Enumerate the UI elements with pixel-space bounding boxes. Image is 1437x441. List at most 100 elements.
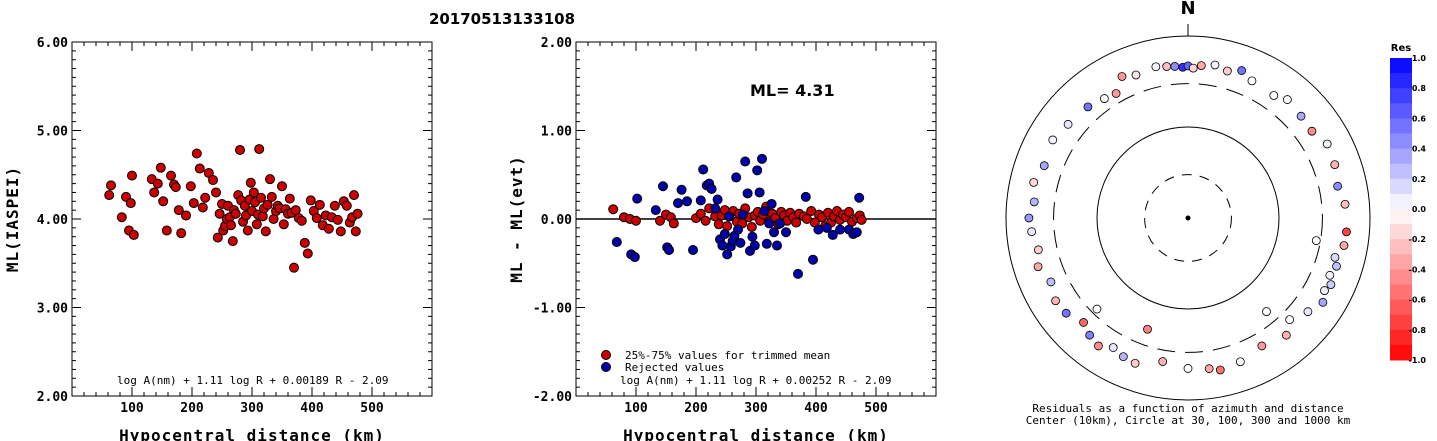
magnitude-vs-distance-panel: 2.00 3.00 4.00 5.00 6.00 100 200 300 400 500 ML(I… bbox=[3, 36, 433, 441]
data-point bbox=[106, 180, 116, 191]
rejected-point bbox=[733, 224, 743, 235]
rejected-point bbox=[759, 206, 770, 217]
station-marker bbox=[1188, 63, 1198, 73]
rejected-point bbox=[676, 184, 687, 195]
data-point bbox=[284, 193, 295, 204]
station-marker bbox=[1257, 341, 1267, 351]
colorbar-tick-label: 0.2 bbox=[1412, 175, 1426, 184]
rejected-point bbox=[673, 198, 683, 209]
colorbar-block bbox=[1390, 178, 1412, 195]
colorbar-block bbox=[1390, 314, 1412, 331]
x-tick-label: 500 bbox=[864, 401, 888, 416]
x-tick-label: 400 bbox=[300, 401, 324, 416]
station-marker bbox=[1215, 365, 1225, 375]
colorbar-tick-label: -0.6 bbox=[1409, 296, 1427, 305]
data-point bbox=[226, 220, 236, 231]
rejected-point bbox=[754, 187, 765, 198]
rejected-point bbox=[650, 205, 661, 216]
data-point bbox=[170, 182, 181, 193]
station-marker bbox=[1339, 241, 1349, 250]
data-point bbox=[152, 178, 163, 189]
station-marker bbox=[1162, 62, 1172, 71]
colorbar-block bbox=[1390, 73, 1412, 89]
station-marker bbox=[1330, 252, 1340, 262]
rejected-point bbox=[632, 193, 643, 204]
legend-marker-rejected bbox=[601, 362, 611, 372]
x-tick-label: 100 bbox=[120, 401, 144, 416]
y-tick-label: 0.00 bbox=[541, 213, 572, 228]
data-point bbox=[211, 187, 221, 198]
station-marker bbox=[1330, 160, 1340, 169]
rejected-point bbox=[682, 196, 692, 207]
x-tick-label: 100 bbox=[624, 401, 648, 416]
station-marker bbox=[1322, 139, 1332, 149]
station-marker bbox=[1237, 66, 1247, 75]
rejected-point bbox=[629, 252, 640, 263]
data-point bbox=[278, 219, 289, 230]
station-marker bbox=[1079, 318, 1088, 327]
rejected-point bbox=[698, 164, 709, 175]
trimmed-mean-point bbox=[791, 217, 802, 228]
station-marker bbox=[1131, 70, 1141, 80]
azimuth-residual-panel: N Residuals as a function of azimuth and… bbox=[1005, 0, 1371, 427]
station-marker bbox=[1296, 111, 1306, 121]
distance-ring bbox=[1053, 83, 1323, 353]
caption-line-2: Center (10km), Circle at 30, 100, 300 an… bbox=[1026, 414, 1351, 427]
data-point bbox=[311, 213, 322, 224]
data-point bbox=[208, 175, 218, 186]
colorbar-tick-label: 0.8 bbox=[1412, 84, 1427, 93]
station-marker bbox=[1033, 245, 1043, 255]
colorbar-block bbox=[1390, 299, 1412, 316]
data-point bbox=[176, 228, 187, 239]
data-point bbox=[289, 262, 299, 273]
colorbar-tick-label: -0.4 bbox=[1409, 265, 1427, 274]
data-point bbox=[305, 195, 316, 206]
colorbar-block bbox=[1390, 344, 1412, 361]
trimmed-mean-point bbox=[856, 214, 867, 225]
rejected-point bbox=[764, 218, 775, 229]
rejected-point bbox=[757, 153, 767, 164]
data-point bbox=[251, 219, 262, 230]
data-point bbox=[254, 144, 265, 155]
data-point bbox=[116, 212, 127, 223]
colorbar-tick-label: -1.0 bbox=[1409, 356, 1427, 365]
station-marker bbox=[1320, 286, 1329, 295]
colorbar-tick-label: 0.6 bbox=[1412, 114, 1427, 123]
colorbar-ticks: 1.0 0.8 0.6 0.4 0.2 0.0 -0.2 -0.4 -0.6 -0.8 -1.0 bbox=[1409, 54, 1427, 365]
rejected-point bbox=[664, 244, 674, 255]
data-point bbox=[323, 223, 334, 234]
station-marker bbox=[1039, 161, 1049, 171]
data-point bbox=[149, 187, 160, 198]
rejected-point bbox=[712, 194, 723, 205]
rejected-point bbox=[658, 181, 668, 192]
rejected-point bbox=[769, 227, 779, 238]
station-marker bbox=[1046, 277, 1056, 287]
station-marker bbox=[1051, 296, 1060, 306]
colorbar-block bbox=[1390, 58, 1412, 74]
caption-line-1: Residuals as a function of azimuth and d… bbox=[1032, 402, 1343, 415]
data-point bbox=[245, 177, 256, 188]
rejected-point bbox=[611, 237, 622, 248]
station-marker bbox=[1085, 330, 1095, 340]
station-marker bbox=[1118, 352, 1128, 362]
station-marker bbox=[1183, 364, 1193, 373]
rejected-point bbox=[813, 224, 824, 235]
rejected-point bbox=[781, 227, 791, 238]
rejected-point bbox=[749, 240, 760, 251]
distance-ring bbox=[1005, 35, 1371, 401]
data-point bbox=[296, 215, 307, 226]
data-point bbox=[227, 236, 238, 247]
rejected-point bbox=[747, 231, 758, 242]
data-point bbox=[104, 190, 115, 201]
legend-label-trimmed: 25%-75% values for trimmed mean bbox=[625, 349, 830, 362]
station-marker bbox=[1311, 236, 1321, 246]
station-marker bbox=[1247, 76, 1257, 86]
figure-title: 20170513133108 bbox=[429, 10, 575, 28]
data-point bbox=[158, 196, 169, 207]
colorbar-block bbox=[1390, 118, 1412, 134]
station-marker bbox=[1048, 135, 1058, 145]
data-point bbox=[332, 214, 343, 225]
y-tick-label: -1.00 bbox=[533, 302, 572, 317]
legend: 25%-75% values for trimmed mean Rejected… bbox=[601, 349, 830, 374]
